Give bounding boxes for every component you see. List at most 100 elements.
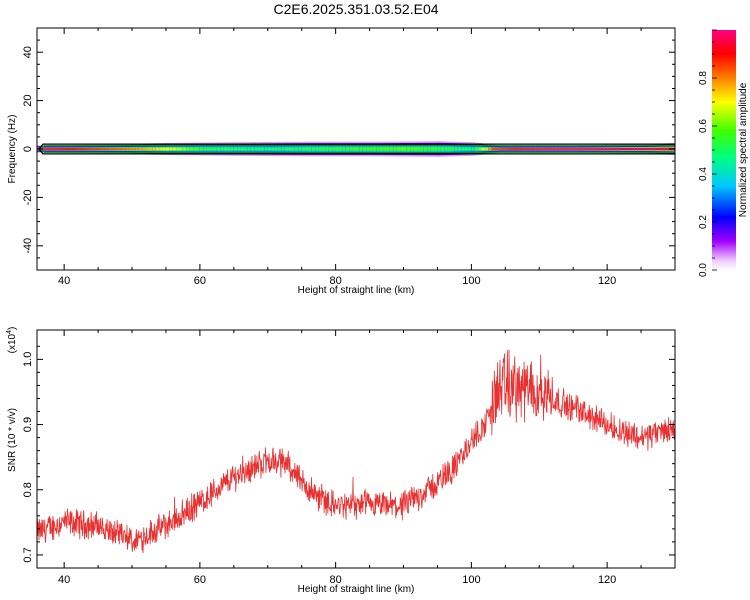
heat-cell — [546, 148, 550, 150]
heat-cell — [322, 147, 326, 151]
heat-cell — [254, 147, 258, 151]
heat-cell — [220, 147, 224, 151]
heat-cell — [176, 147, 180, 151]
x-tick-label: 60 — [194, 275, 206, 287]
heat-cell — [115, 147, 119, 151]
heat-cell — [128, 147, 133, 151]
heat-cell — [661, 147, 666, 151]
heat-cell — [216, 147, 221, 151]
snr-y-ticks: 0.7 0.8 0.9 1.0 — [22, 345, 675, 563]
heat-cell — [586, 148, 591, 150]
heat-cell — [417, 147, 421, 151]
heat-cell — [481, 147, 486, 151]
y-tick-label: 0.7 — [22, 547, 34, 562]
heat-cell — [91, 148, 95, 150]
heat-cell — [566, 148, 571, 150]
heat-cell — [518, 148, 523, 150]
heat-cell — [294, 147, 299, 151]
heat-cell — [461, 147, 465, 151]
heat-cell — [182, 147, 187, 151]
heat-cell — [610, 148, 615, 150]
heat-cell — [484, 147, 489, 151]
heat-cell — [542, 148, 547, 150]
heat-cell — [81, 148, 85, 150]
scale-close: ) — [7, 327, 18, 330]
heat-cell — [53, 148, 58, 150]
heat-cell — [352, 147, 357, 151]
heat-cell — [111, 147, 116, 151]
x-tick-label: 120 — [598, 574, 616, 586]
heat-cell — [593, 148, 598, 150]
heat-cell — [84, 148, 89, 150]
colorbar: 0.0 0.2 0.4 0.6 0.8 Normalized spectral ampl… — [698, 29, 749, 277]
heat-cell — [342, 147, 347, 151]
heat-cell — [67, 148, 72, 150]
heat-cell — [135, 147, 140, 151]
heat-cell — [311, 147, 316, 151]
heat-cell — [423, 147, 428, 151]
heat-cell — [379, 147, 384, 151]
heat-cell — [630, 147, 635, 151]
heat-cell — [159, 147, 163, 151]
heat-cell — [237, 147, 241, 151]
heat-cell — [529, 148, 533, 150]
heat-cell — [627, 147, 632, 151]
heat-cell — [233, 147, 238, 151]
heat-cell — [47, 148, 51, 150]
heat-cell — [247, 147, 252, 151]
heat-cell — [271, 147, 275, 151]
heat-cell — [607, 148, 611, 150]
heat-cell — [291, 147, 296, 151]
y-tick-label: -40 — [22, 238, 34, 254]
heat-cell — [267, 147, 272, 151]
heat-cell — [349, 147, 353, 151]
snr-series-line — [36, 349, 676, 554]
heat-cell — [50, 148, 55, 150]
heat-cell — [325, 147, 330, 151]
heat-cell — [525, 148, 530, 150]
heat-cell — [579, 148, 584, 150]
colorbar-tick-label: 0.2 — [698, 215, 709, 229]
heat-cell — [474, 147, 479, 151]
heat-cell — [498, 148, 503, 150]
heat-cell — [244, 147, 248, 151]
heat-cell — [189, 147, 194, 151]
colorbar-tick-label: 0.0 — [698, 263, 709, 277]
heat-cell — [230, 147, 235, 151]
heat-cell — [118, 147, 123, 151]
heat-cell — [132, 147, 136, 151]
heat-cell — [512, 148, 516, 150]
snr-frame — [36, 329, 676, 569]
heat-cell — [223, 147, 228, 151]
heat-cell — [318, 147, 323, 151]
heat-cell — [444, 147, 448, 151]
heat-cell — [488, 147, 493, 151]
heat-cell — [162, 147, 167, 151]
heat-cell — [240, 147, 245, 151]
heat-cell — [410, 147, 414, 151]
heat-cell — [647, 147, 652, 151]
heat-cell — [549, 148, 554, 150]
heat-cell — [250, 147, 255, 151]
heat-cell — [654, 147, 659, 151]
heat-cell — [148, 147, 153, 151]
heat-cell — [339, 147, 343, 151]
heat-cell — [335, 147, 340, 151]
heat-cell — [366, 147, 370, 151]
heat-cell — [305, 147, 309, 151]
snr-line — [36, 349, 676, 554]
heat-cell — [396, 147, 401, 151]
x-tick-label: 40 — [58, 275, 70, 287]
heat-cell — [505, 148, 510, 150]
spectrogram-x-label: Height of straight line (km) — [298, 285, 415, 296]
heat-cell — [569, 148, 574, 150]
heat-cell — [451, 147, 455, 151]
heat-cell — [288, 147, 292, 151]
heat-cell — [186, 147, 191, 151]
heat-cell — [644, 147, 649, 151]
colorbar-tick-label: 0.4 — [698, 167, 709, 181]
heat-cell — [539, 148, 543, 150]
heat-cell — [467, 147, 472, 151]
snr-panel: 40 60 80 100 120 0.7 0.8 0.9 1.0 Height of stra… — [6, 327, 676, 595]
